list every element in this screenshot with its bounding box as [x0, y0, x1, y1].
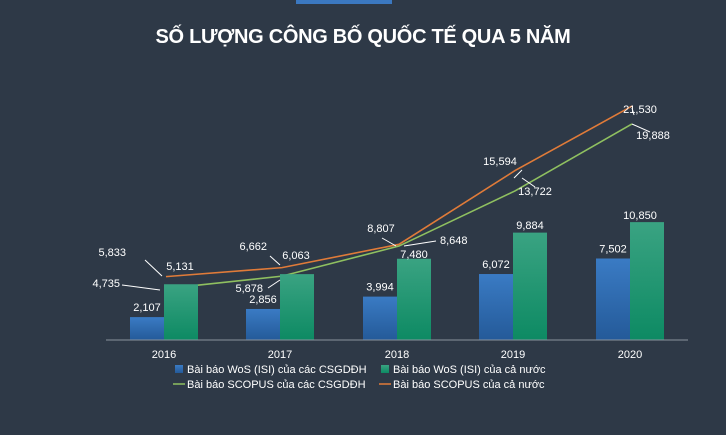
bar-wos-csgddh-2016 — [130, 317, 164, 340]
leader-line-5 — [403, 240, 437, 247]
chart-title: SỐ LƯỢNG CÔNG BỐ QUỐC TẾ QUA 5 NĂM — [155, 26, 571, 48]
legend-item-wos-csgddh-swatch — [175, 365, 183, 373]
data-label-scopus-csgddh-2016: 4,735 — [92, 278, 120, 290]
leader-line-1 — [121, 284, 161, 291]
x-tick-label-2019: 2019 — [501, 349, 525, 361]
bar-wos-csgddh-2019 — [479, 274, 513, 340]
bar-wos-national-2016 — [164, 284, 198, 340]
data-label-scopus-csgddh-2020: 19,888 — [636, 130, 670, 142]
leader-line-6 — [513, 169, 523, 179]
data-label-scopus-csgddh-2017: 5,878 — [235, 283, 263, 295]
bar-wos-national-2017 — [280, 274, 314, 340]
data-label-wos-csgddh-2020: 7,502 — [599, 244, 627, 256]
leader-line-2 — [269, 255, 281, 266]
legend-item-wos-national-label: Bài báo WoS (ISI) của cả nước — [393, 364, 546, 376]
bar-wos-csgddh-2018 — [363, 296, 397, 340]
leader-line-9 — [631, 123, 651, 133]
data-label-wos-national-2016: 5,131 — [166, 261, 194, 273]
x-tick-label-2016: 2016 — [152, 349, 176, 361]
data-label-wos-csgddh-2019: 6,072 — [482, 259, 510, 271]
top-accent-bar — [296, 0, 392, 4]
bar-wos-national-2019 — [513, 232, 547, 340]
legend-item-wos-csgddh-label: Bài báo WoS (ISI) của các CSGDĐH — [187, 364, 367, 376]
data-label-scopus-national-2020: 21,530 — [623, 104, 657, 116]
line-scopus-csgddh — [165, 123, 633, 290]
legend-item-wos-national-swatch — [381, 365, 389, 373]
legend-item-scopus-csgddh-label: Bài báo SCOPUS của các CSGDĐH — [187, 379, 366, 391]
legend-item-scopus-national-label: Bài báo SCOPUS của cả nước — [393, 379, 545, 391]
data-label-scopus-csgddh-2018: 8,648 — [440, 235, 468, 247]
bar-wos-csgddh-2020 — [596, 258, 630, 340]
bar-wos-national-2018 — [397, 258, 431, 340]
data-label-scopus-csgddh-2019: 13,722 — [518, 186, 552, 198]
data-label-scopus-national-2019: 15,594 — [483, 156, 517, 168]
x-tick-label-2017: 2017 — [268, 349, 292, 361]
bar-wos-csgddh-2017 — [246, 308, 280, 340]
data-label-wos-csgddh-2018: 3,994 — [366, 282, 394, 294]
data-label-scopus-national-2018: 8,807 — [367, 223, 395, 235]
leader-line-3 — [267, 279, 281, 289]
leader-line-8 — [631, 107, 635, 116]
leader-line-0 — [144, 259, 163, 277]
data-label-scopus-national-2017: 6,662 — [239, 241, 267, 253]
data-label-wos-national-2020: 10,850 — [623, 210, 657, 222]
leader-line-7 — [521, 177, 536, 188]
data-label-scopus-national-2016: 5,833 — [98, 247, 126, 259]
x-tick-label-2018: 2018 — [385, 349, 409, 361]
leader-line-4 — [381, 237, 397, 247]
data-label-wos-national-2018: 7,480 — [400, 249, 428, 261]
data-label-wos-national-2019: 9,884 — [516, 220, 544, 232]
line-scopus-national — [165, 105, 633, 278]
data-label-wos-csgddh-2016: 2,107 — [133, 302, 161, 314]
x-tick-label-2020: 2020 — [618, 349, 642, 361]
bar-wos-national-2020 — [630, 222, 664, 340]
data-label-wos-national-2017: 6,063 — [282, 250, 310, 262]
data-label-wos-csgddh-2017: 2,856 — [249, 294, 277, 306]
